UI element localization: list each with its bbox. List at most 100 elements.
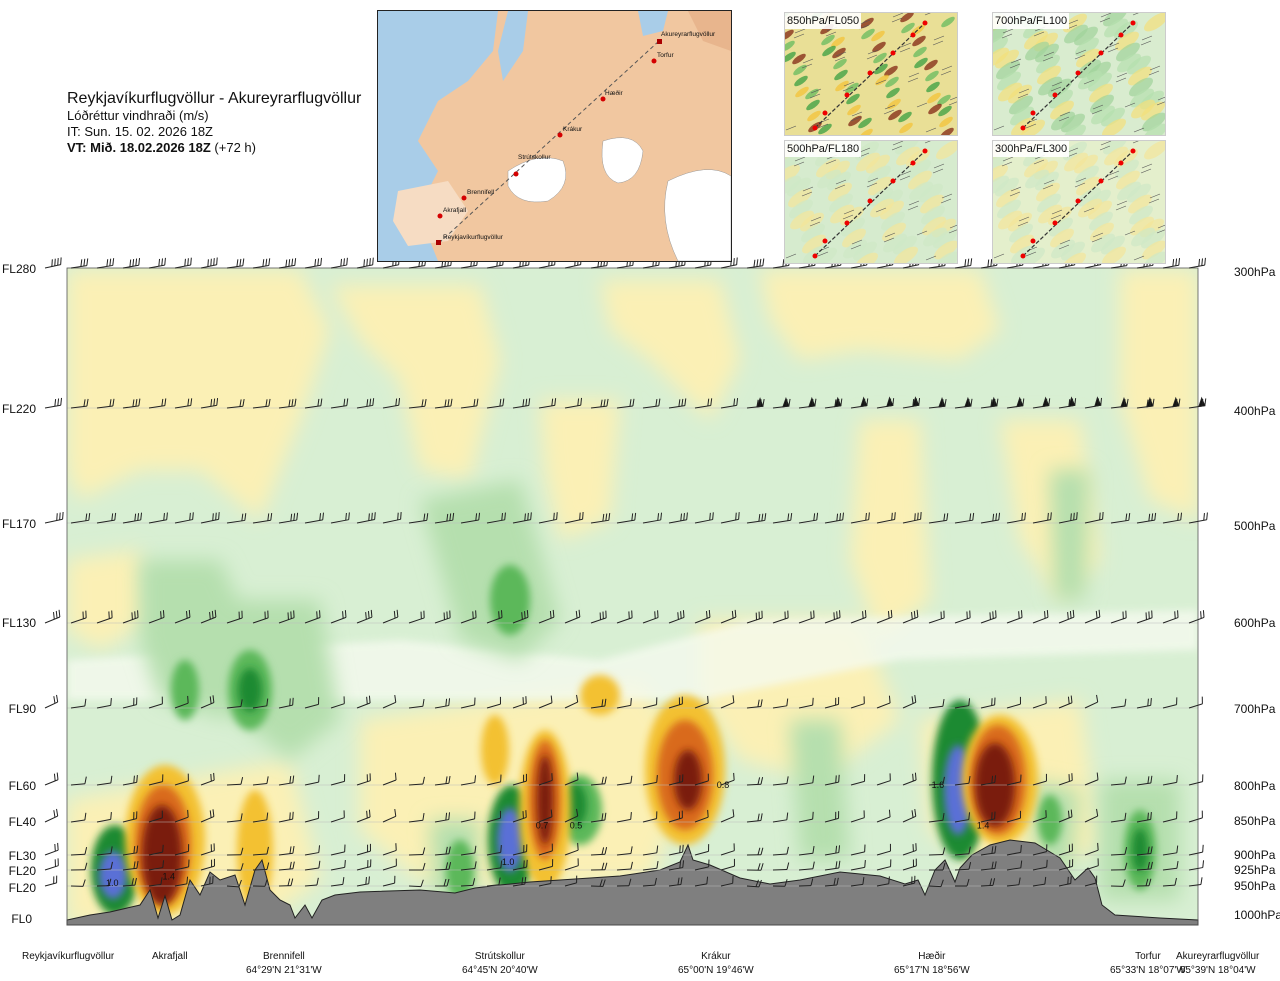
wind-feather [240, 777, 244, 785]
wind-feather [1068, 774, 1070, 782]
wind-barb [1188, 844, 1204, 856]
wind-feather [710, 398, 713, 406]
wind-feather [62, 511, 64, 520]
wind-barb [226, 258, 245, 269]
wind-feather [550, 695, 553, 703]
wind-barb [798, 512, 819, 524]
wind-feather [1048, 398, 1051, 406]
wind-feather [758, 879, 762, 888]
wind-feather [84, 847, 88, 855]
wind-feather [1050, 512, 1052, 520]
wind-feather [1174, 877, 1177, 886]
station-label: Hæðir 65°17'N 18°56'W [894, 951, 970, 976]
wind-barb [694, 773, 709, 786]
wind-barb [798, 878, 814, 887]
wind-barb [564, 808, 579, 823]
wind-barb [122, 512, 143, 524]
wind-feather [995, 513, 998, 521]
wind-feather [522, 811, 524, 819]
wind-pennant [782, 396, 790, 408]
wind-barb [409, 862, 426, 871]
wind-feather [83, 399, 86, 407]
wind-barb [642, 610, 659, 624]
wind-barb [278, 610, 295, 624]
wind-feather [681, 696, 683, 704]
wind-feather [60, 397, 63, 406]
wind-barb [70, 862, 88, 871]
wind-feather [968, 776, 971, 784]
wind-feather [474, 697, 476, 705]
wind-feather [365, 612, 367, 620]
wind-barb [746, 813, 763, 823]
wind-feather [835, 861, 838, 869]
wind-feather [318, 860, 321, 869]
wind-feather [162, 844, 164, 853]
wind-feather [681, 398, 684, 407]
wind-feather [210, 399, 213, 407]
wind-feather [967, 258, 970, 267]
wind-barb [824, 512, 844, 524]
wind-feather [785, 399, 788, 407]
wind-barb [1084, 808, 1099, 823]
wind-barb [226, 813, 243, 823]
wind-feather [1180, 512, 1183, 520]
wind-feather [731, 610, 734, 619]
wind-feather [782, 259, 785, 267]
wind-barb [356, 773, 371, 786]
wind-feather [1067, 696, 1070, 704]
wind-barb [1188, 774, 1204, 786]
wind-feather [56, 772, 59, 780]
wind-barb [304, 398, 323, 409]
wind-feather [836, 877, 839, 886]
wind-barb [694, 809, 709, 823]
wind-barb [1136, 396, 1155, 409]
wind-feather [363, 259, 365, 267]
wind-barb [44, 808, 59, 823]
wind-feather [914, 809, 917, 817]
wind-barb [746, 863, 764, 871]
wind-feather [86, 398, 89, 407]
wind-barb [746, 699, 763, 709]
wind-feather [294, 258, 297, 266]
wind-barb [824, 811, 840, 823]
wind-feather [784, 611, 786, 619]
wind-feather [56, 875, 58, 883]
wind-feather [187, 398, 190, 407]
wind-feather [292, 697, 294, 706]
wind-feather [602, 611, 604, 619]
wind-feather [366, 810, 368, 819]
wind-barb [96, 846, 113, 856]
wind-feather [890, 859, 892, 867]
wind-feather [760, 847, 764, 855]
wind-feather [972, 512, 975, 521]
wind-feather [1201, 258, 1203, 266]
wind-barb [876, 773, 891, 786]
wind-feather [394, 809, 397, 817]
wind-feather [1070, 695, 1073, 703]
wind-barb [434, 846, 451, 856]
wind-feather [215, 512, 217, 521]
wind-feather [991, 812, 993, 820]
wind-feather [474, 845, 477, 854]
wind-barb [824, 610, 841, 624]
wind-barb [980, 811, 996, 823]
wind-feather [423, 513, 426, 521]
wind-feather [187, 695, 189, 704]
wind-barb [564, 397, 583, 409]
wind-feather [912, 859, 915, 867]
wind-feather [365, 876, 367, 885]
wind-feather [712, 512, 714, 520]
wind-barb [954, 862, 972, 871]
wind-barb [798, 846, 815, 856]
station-label: Akrafjall [152, 951, 188, 962]
wind-barb [304, 774, 320, 786]
wind-feather [1097, 398, 1100, 406]
wind-feather [265, 399, 268, 407]
wind-barb [148, 810, 163, 823]
wind-feather [474, 861, 477, 869]
wind-barb [1188, 257, 1206, 269]
wind-feather [443, 878, 447, 887]
wind-barb [902, 858, 917, 871]
wind-feather [1067, 612, 1069, 620]
wind-feather [833, 877, 836, 886]
